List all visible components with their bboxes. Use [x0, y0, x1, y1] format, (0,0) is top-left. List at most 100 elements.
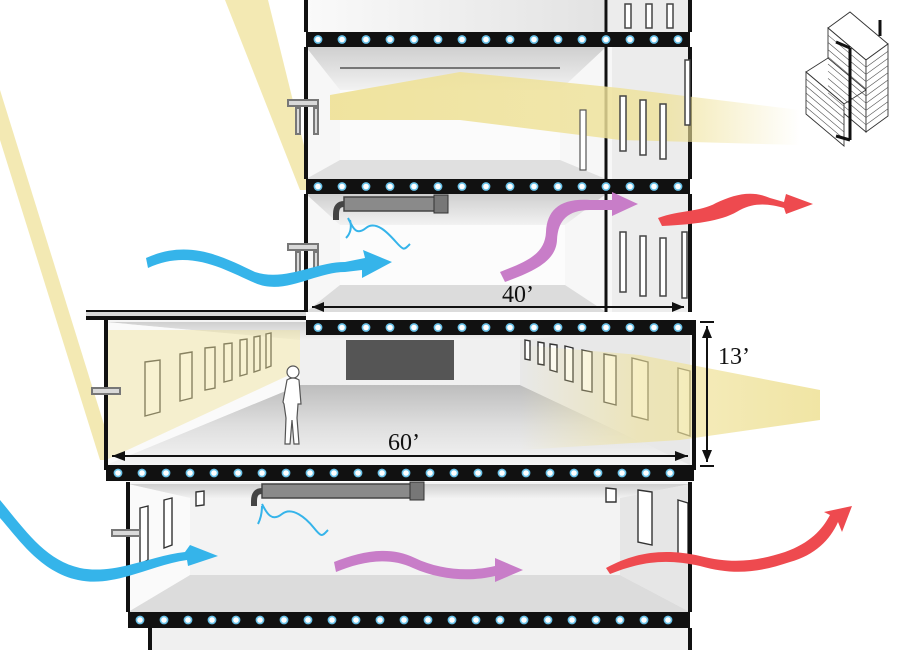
radiant-tube-dot — [425, 468, 435, 478]
radiant-tube-dot — [423, 615, 433, 625]
radiant-tube-dot — [329, 468, 339, 478]
daylight-main-right — [520, 345, 820, 450]
radiant-tube-dot — [185, 468, 195, 478]
radiant-tube-dot — [617, 468, 627, 478]
radiant-tube-dot — [207, 615, 217, 625]
radiant-tube-dot — [361, 323, 371, 332]
radiant-tube-dot — [673, 35, 683, 44]
radiant-tube-dot — [615, 615, 625, 625]
radiant-tube-dot — [433, 35, 443, 44]
warm-air-arrow-lower — [606, 506, 852, 574]
radiant-tube-dot — [649, 323, 659, 332]
radiant-tube-dot — [641, 468, 651, 478]
sky-beam-top — [225, 0, 315, 190]
radiant-tube-dot — [529, 35, 539, 44]
radiant-tube-dot — [481, 35, 491, 44]
radiant-tube-dot — [433, 323, 443, 332]
radiant-tube-dot — [337, 182, 347, 191]
radiant-tube-dot — [649, 182, 659, 191]
radiant-tube-dot — [529, 323, 539, 332]
radiant-tube-dot — [481, 182, 491, 191]
floor-slabs — [106, 32, 694, 628]
radiant-tube-dot — [553, 182, 563, 191]
radiant-tube-dot — [337, 323, 347, 332]
floor-basement — [148, 628, 692, 650]
radiant-tube-dot — [231, 615, 241, 625]
mixed-air-arrow-lower — [334, 550, 523, 582]
radiant-tube-dot — [447, 615, 457, 625]
radiant-tube-dot — [625, 323, 635, 332]
radiant-tube-dot — [505, 35, 515, 44]
radiant-tube-dot — [401, 468, 411, 478]
sky-beam-left — [0, 90, 115, 460]
dimension-60: 60’ — [112, 430, 688, 461]
slab-4 — [106, 465, 694, 481]
mixed-air-arrow-upper — [500, 192, 638, 282]
radiant-tube-dot — [159, 615, 169, 625]
radiant-tube-dot — [135, 615, 145, 625]
radiant-tube-dot — [399, 615, 409, 625]
dimension-60-label: 60’ — [388, 430, 420, 456]
radiant-tube-dot — [351, 615, 361, 625]
radiant-tube-dot — [375, 615, 385, 625]
radiant-tube-dot — [281, 468, 291, 478]
radiant-tube-dot — [337, 35, 347, 44]
radiant-tube-dot — [457, 182, 467, 191]
dimension-13-label: 13’ — [718, 344, 750, 370]
radiant-tube-dot — [497, 468, 507, 478]
slab-1 — [306, 32, 690, 47]
cool-air-arrow-upper — [146, 249, 392, 287]
radiant-tube-dot — [553, 323, 563, 332]
radiant-tube-dot — [665, 468, 675, 478]
radiant-tube-dot — [361, 35, 371, 44]
radiant-tube-dot — [409, 35, 419, 44]
radiant-tube-dot — [409, 323, 419, 332]
radiant-tube-dot — [313, 182, 323, 191]
radiant-tube-dot — [601, 323, 611, 332]
supply-duct-icon — [333, 194, 449, 220]
floor-main: 60’ 13’ — [91, 320, 820, 470]
radiant-tube-dot — [233, 468, 243, 478]
radiant-tube-dot — [279, 615, 289, 625]
radiant-tube-dot — [591, 615, 601, 625]
floor-lower — [111, 481, 692, 612]
daylight-beams — [0, 0, 315, 460]
radiant-tube-dot — [305, 468, 315, 478]
slab-2 — [306, 179, 690, 194]
radiant-tube-dot — [481, 323, 491, 332]
radiant-tube-dot — [255, 615, 265, 625]
radiant-tube-dot — [313, 35, 323, 44]
radiant-tube-dot — [457, 35, 467, 44]
radiant-tube-dot — [553, 35, 563, 44]
left-windows — [144, 332, 272, 417]
radiant-tube-dot — [473, 468, 483, 478]
radiant-tube-dot — [377, 468, 387, 478]
radiant-tube-dot — [649, 35, 659, 44]
radiant-tube-dot — [529, 182, 539, 191]
person-silhouette-icon — [282, 365, 302, 445]
warm-air-arrow-upper — [658, 193, 813, 226]
radiant-tube-dot — [137, 468, 147, 478]
radiant-tube-dot — [505, 323, 515, 332]
radiant-tube-dot — [257, 468, 267, 478]
radiant-tube-dot — [577, 35, 587, 44]
airflow-arrows — [0, 192, 852, 582]
floor-top — [304, 0, 692, 32]
radiant-tube-dot — [457, 323, 467, 332]
daylight-main-left — [106, 330, 300, 460]
radiant-tube-dot — [183, 615, 193, 625]
dimension-40-label: 40’ — [502, 282, 534, 308]
radiant-tube-dot — [385, 182, 395, 191]
radiant-tube-dot — [361, 182, 371, 191]
radiant-tube-dot — [601, 35, 611, 44]
radiant-tube-dot — [313, 323, 323, 332]
floor-upper-2 — [287, 47, 800, 179]
radiant-tube-dot — [625, 35, 635, 44]
dimension-13: 13’ — [700, 321, 750, 467]
building-massing-key-icon — [805, 11, 889, 147]
radiant-tube-dot — [601, 182, 611, 191]
radiant-tube-dot — [113, 468, 123, 478]
radiant-tube-dot — [577, 323, 587, 332]
radiant-tube-dot — [519, 615, 529, 625]
